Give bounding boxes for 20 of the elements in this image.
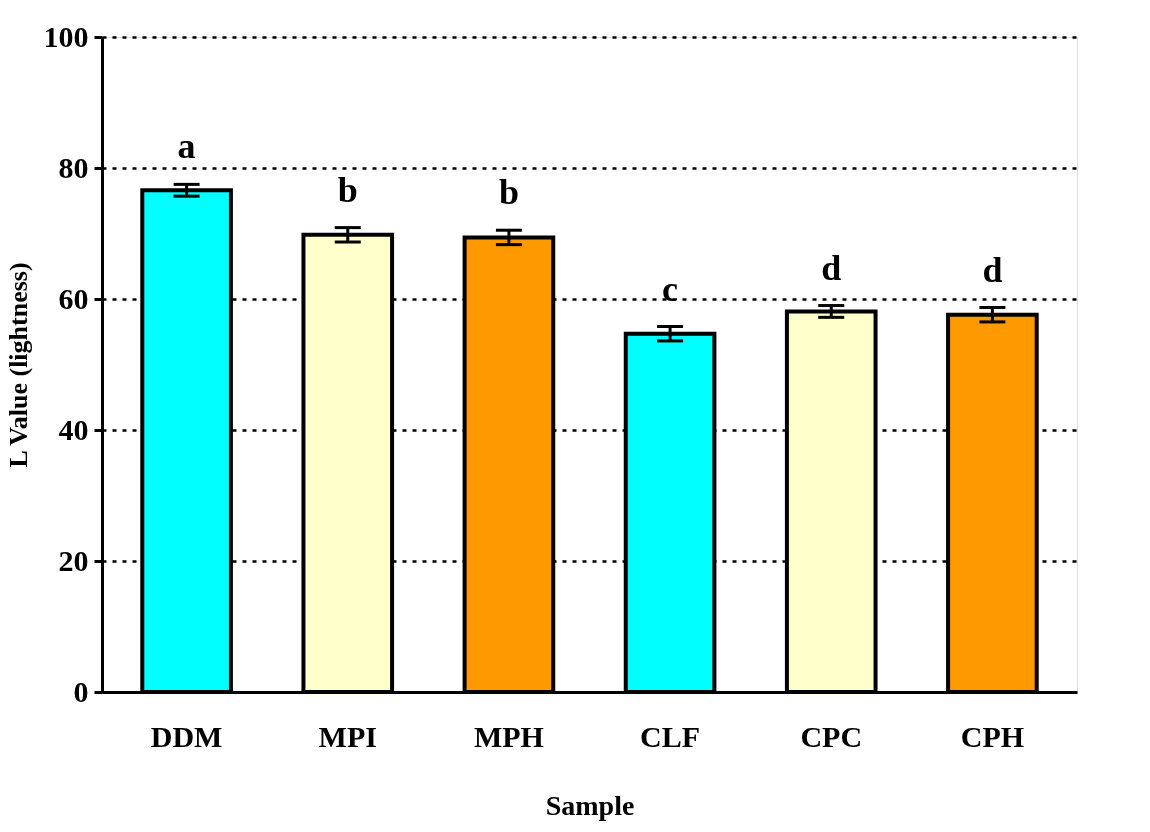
x-tick-label: MPI	[318, 719, 377, 753]
y-tick-label: 0	[73, 674, 89, 708]
y-tick-label: 60	[58, 281, 89, 315]
y-tick-label: 80	[58, 150, 89, 184]
annotation: c	[662, 268, 679, 309]
x-tick-label: MPH	[473, 719, 544, 753]
y-tick-label: 20	[58, 543, 89, 577]
annotation: d	[982, 249, 1003, 290]
annotation: b	[337, 169, 358, 210]
annotation: a	[177, 126, 196, 167]
x-tick-label: DDM	[150, 719, 223, 753]
y-axis-title: L Value (lightness)	[3, 262, 33, 468]
x-tick-label: CPC	[800, 719, 863, 753]
x-tick-label: CLF	[640, 719, 701, 753]
y-tick-label: 40	[58, 412, 89, 446]
annotation: b	[498, 172, 519, 213]
annotation: d	[821, 247, 842, 288]
y-tick-label: 100	[43, 19, 89, 53]
x-axis-title: Sample	[545, 789, 635, 821]
x-tick-label: CPH	[960, 719, 1025, 753]
